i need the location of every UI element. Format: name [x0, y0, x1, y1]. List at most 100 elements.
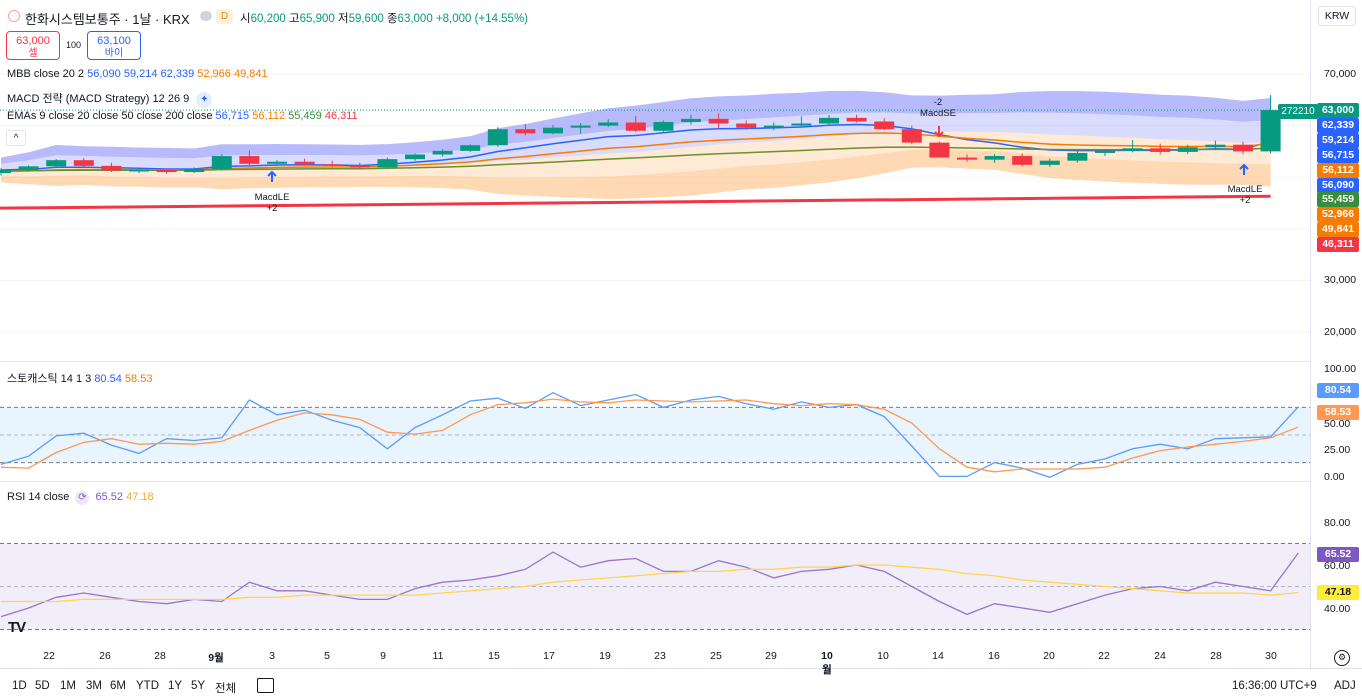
refresh-icon[interactable]: ⟳: [75, 491, 90, 505]
pane-separator[interactable]: [0, 481, 1310, 482]
macd-le-signal-1: MacdLE +2: [254, 192, 290, 214]
long-entry-arrow-2-icon-head: [1239, 163, 1249, 170]
price-axis-border: [1310, 0, 1311, 669]
symbol-title[interactable]: 한화시스템보통주 · 1날 · KRX: [25, 12, 190, 27]
rsi-pane[interactable]: [0, 483, 1310, 669]
tradingview-logo[interactable]: TV: [8, 619, 26, 636]
time-tick: 9: [380, 650, 386, 662]
settings-gear-icon[interactable]: ⚙: [1334, 650, 1350, 666]
symbol-logo-icon: [8, 10, 20, 22]
time-tick: 29: [765, 650, 777, 662]
candle-body: [0, 169, 11, 174]
rsi-label: RSI 14 close: [7, 491, 70, 503]
macd-le-signal-2: MacdLE +2: [1226, 184, 1264, 206]
time-tick: 23: [654, 650, 666, 662]
price-chart[interactable]: [0, 0, 1310, 362]
adjust-toggle[interactable]: ADJ: [1334, 680, 1356, 692]
mbb-basis: 56,090: [87, 68, 121, 80]
candle-body: [184, 168, 205, 173]
price-tick: 20,000: [1324, 326, 1357, 338]
ohlc-readout: 시60,200 고65,900 저59,600 종63,000 +8,000 (…: [240, 10, 528, 26]
stochastic-legend[interactable]: 스토캐스틱 14 1 3 80.54 58.53: [7, 370, 152, 386]
timeframe-button-3m[interactable]: 3M: [86, 680, 102, 692]
timeframe-button-전체[interactable]: 전체: [215, 683, 237, 695]
pane-separator[interactable]: [0, 361, 1310, 362]
timeframe-button-6m[interactable]: 6M: [110, 680, 126, 692]
market-status-icon: [200, 11, 212, 21]
time-tick: 25: [710, 650, 722, 662]
timeframe-button-1d[interactable]: 1D: [12, 680, 27, 692]
candle-body: [1177, 147, 1198, 152]
timeframe-button-5y[interactable]: 5Y: [191, 680, 206, 692]
candle-body: [515, 129, 536, 134]
candle-body: [1150, 148, 1171, 152]
bb-upper-inner-band: [1, 112, 1271, 170]
candle-body: [129, 169, 149, 172]
signal-label: MacdSE: [920, 108, 956, 119]
price-tag: 52,966: [1317, 207, 1359, 222]
rsi-value: 65.52: [95, 491, 124, 503]
rsi-legend[interactable]: RSI 14 close ⟳ 65.52 47.18: [7, 491, 154, 505]
close-value: 63,000: [397, 13, 433, 25]
stoch-tick: 0.00: [1324, 471, 1345, 483]
candle-body: [653, 121, 674, 131]
candle-body: [322, 164, 343, 166]
time-tick: 14: [932, 650, 944, 662]
mbb-legend[interactable]: MBB close 20 2 56,090 59,214 62,339 52,9…: [7, 68, 268, 80]
currency-select[interactable]: KRW: [1318, 6, 1356, 26]
sell-button[interactable]: 63,000 셀: [6, 31, 60, 60]
timeframe-button-1m[interactable]: 1M: [60, 680, 76, 692]
time-tick: 24: [1154, 650, 1166, 662]
close-label: 종: [386, 13, 398, 25]
sell-label: 셀: [28, 47, 38, 59]
rsi-tick: 80.00: [1324, 517, 1351, 529]
ema50-line: [0, 146, 1271, 172]
price-tag: 49,841: [1317, 222, 1359, 237]
collapse-legend-button[interactable]: ^: [6, 130, 26, 146]
ema-legend[interactable]: EMAs 9 close 20 close 50 close 200 close…: [7, 110, 358, 122]
delayed-badge[interactable]: D: [216, 9, 233, 24]
high-label: 고: [288, 13, 300, 25]
bb-lower-band: [1, 149, 1271, 200]
stochastic-pane[interactable]: [0, 363, 1310, 481]
candle-body: [543, 127, 563, 134]
short-entry-arrow-icon-head: [934, 131, 944, 138]
date-range-calendar-icon[interactable]: [257, 678, 274, 693]
candle-body: [846, 117, 867, 122]
price-tag: 56,112: [1317, 163, 1359, 178]
candle-body: [267, 161, 287, 164]
time-tick: 10월: [821, 650, 833, 676]
buy-button[interactable]: 63,100 바이: [87, 31, 141, 60]
time-tick: 22: [43, 650, 55, 662]
stoch-k-value: 80.54: [94, 373, 122, 385]
timeframe-button-1y[interactable]: 1Y: [168, 680, 183, 692]
candle-body: [1012, 156, 1033, 165]
time-tick: 17: [543, 650, 555, 662]
price-tag: 56,715: [1317, 148, 1359, 163]
clock[interactable]: 16:36:00 UTC+9: [1232, 680, 1317, 692]
stoch-tick: 50.00: [1324, 418, 1351, 430]
time-tick: 19: [599, 650, 611, 662]
ema20-value: 56,112: [252, 110, 286, 122]
price-tag: 46,311: [1317, 237, 1359, 252]
ema9-value: 56,715: [215, 110, 250, 122]
candle-body: [598, 122, 619, 126]
strategy-report-icon[interactable]: ✦: [196, 92, 213, 108]
signal-label: MacdLE: [1227, 184, 1263, 195]
rsi-ma-tag: 47.18: [1317, 585, 1359, 600]
macd-label: MACD 전략 (MACD Strategy) 12 26 9: [7, 93, 190, 105]
candle-body: [708, 118, 729, 124]
macd-strategy-legend[interactable]: MACD 전략 (MACD Strategy) 12 26 9 ✦: [7, 90, 213, 108]
mbb-upper2: 62,339: [160, 68, 195, 80]
time-tick: 11: [432, 650, 444, 662]
candle-body: [432, 150, 453, 155]
time-tick: 16: [988, 650, 1000, 662]
rsi-ma-value: 47.18: [126, 491, 154, 503]
rsi-tag: 65.52: [1317, 547, 1359, 562]
bb-lower-inner-band: [1, 131, 1271, 178]
open-value: 60,200: [250, 13, 286, 25]
timeframe-button-ytd[interactable]: YTD: [136, 680, 159, 692]
timeframe-button-5d[interactable]: 5D: [35, 680, 50, 692]
stoch-d-line: [0, 398, 1299, 473]
candle-body: [349, 165, 370, 168]
